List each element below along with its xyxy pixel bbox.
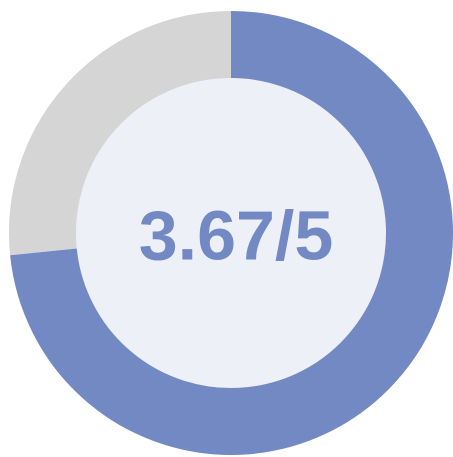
- gauge-track: [9, 11, 232, 256]
- gauge-center: [76, 78, 386, 388]
- gauge-value-arc: [10, 11, 453, 455]
- gauge-value-label: 3.67/5: [139, 196, 334, 274]
